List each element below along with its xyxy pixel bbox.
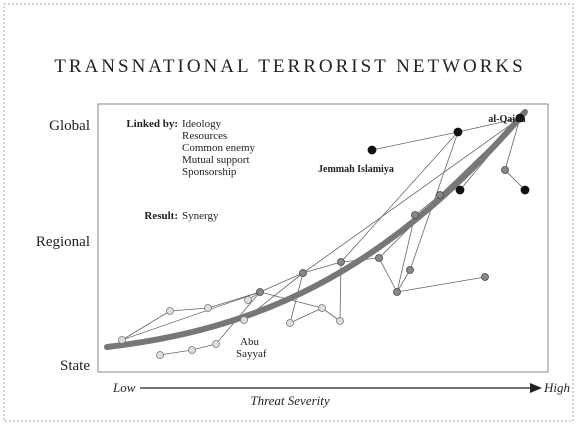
level-label: State — [60, 358, 90, 374]
node — [520, 185, 530, 195]
node — [204, 304, 212, 312]
arrow-head — [530, 383, 542, 393]
x-low: Low — [112, 380, 136, 395]
node-label: Jemmah Islamiya — [318, 164, 394, 175]
node-label: al-Qaida — [488, 114, 525, 125]
node — [337, 258, 345, 266]
node — [212, 340, 220, 348]
trend-curve — [104, 109, 528, 350]
node — [244, 296, 252, 304]
link — [414, 194, 441, 216]
legend-item: Synergy — [182, 210, 219, 222]
frame — [3, 3, 574, 422]
plot-box — [97, 103, 549, 373]
legend-item: Sponsorship — [182, 166, 237, 178]
node — [453, 127, 463, 137]
level-label: Regional — [36, 234, 90, 250]
link — [378, 257, 398, 293]
title: TRANSNATIONAL TERRORIST NETWORKS — [54, 56, 525, 77]
link — [340, 131, 459, 263]
node — [375, 254, 383, 262]
link — [457, 117, 521, 133]
node — [256, 288, 264, 296]
node — [156, 351, 164, 359]
node — [367, 145, 377, 155]
link — [371, 131, 459, 151]
node — [299, 269, 307, 277]
node — [411, 211, 419, 219]
node — [393, 288, 401, 296]
x-axis-label: Threat Severity — [250, 393, 330, 408]
link — [191, 343, 217, 351]
node-label: Abu — [240, 336, 259, 348]
link — [302, 261, 342, 274]
node — [406, 266, 414, 274]
link — [396, 214, 416, 293]
node — [318, 304, 326, 312]
link — [504, 169, 526, 191]
legend-item: Ideology — [182, 118, 222, 130]
legend-item: Common enemy — [182, 142, 256, 154]
node — [240, 316, 248, 324]
node — [501, 166, 509, 174]
link — [396, 269, 411, 293]
node — [188, 346, 196, 354]
link — [169, 307, 209, 312]
node — [436, 191, 444, 199]
link — [121, 310, 171, 341]
legend-label: Linked by: — [126, 118, 178, 130]
level-label: Global — [49, 118, 90, 134]
node — [118, 336, 126, 344]
node — [166, 307, 174, 315]
node — [336, 317, 344, 325]
link — [259, 272, 304, 293]
link — [289, 307, 323, 324]
link — [302, 117, 521, 274]
legend-item: Mutual support — [182, 154, 250, 166]
node — [286, 319, 294, 327]
legend-item: Resources — [182, 130, 227, 142]
link — [504, 117, 521, 171]
node — [515, 113, 525, 123]
link — [159, 349, 193, 356]
link — [121, 291, 261, 341]
legend-label: Result: — [144, 210, 178, 222]
x-high: High — [543, 380, 570, 395]
node — [481, 273, 489, 281]
link — [396, 276, 486, 293]
node-label: Sayyaf — [236, 348, 267, 360]
node — [455, 185, 465, 195]
